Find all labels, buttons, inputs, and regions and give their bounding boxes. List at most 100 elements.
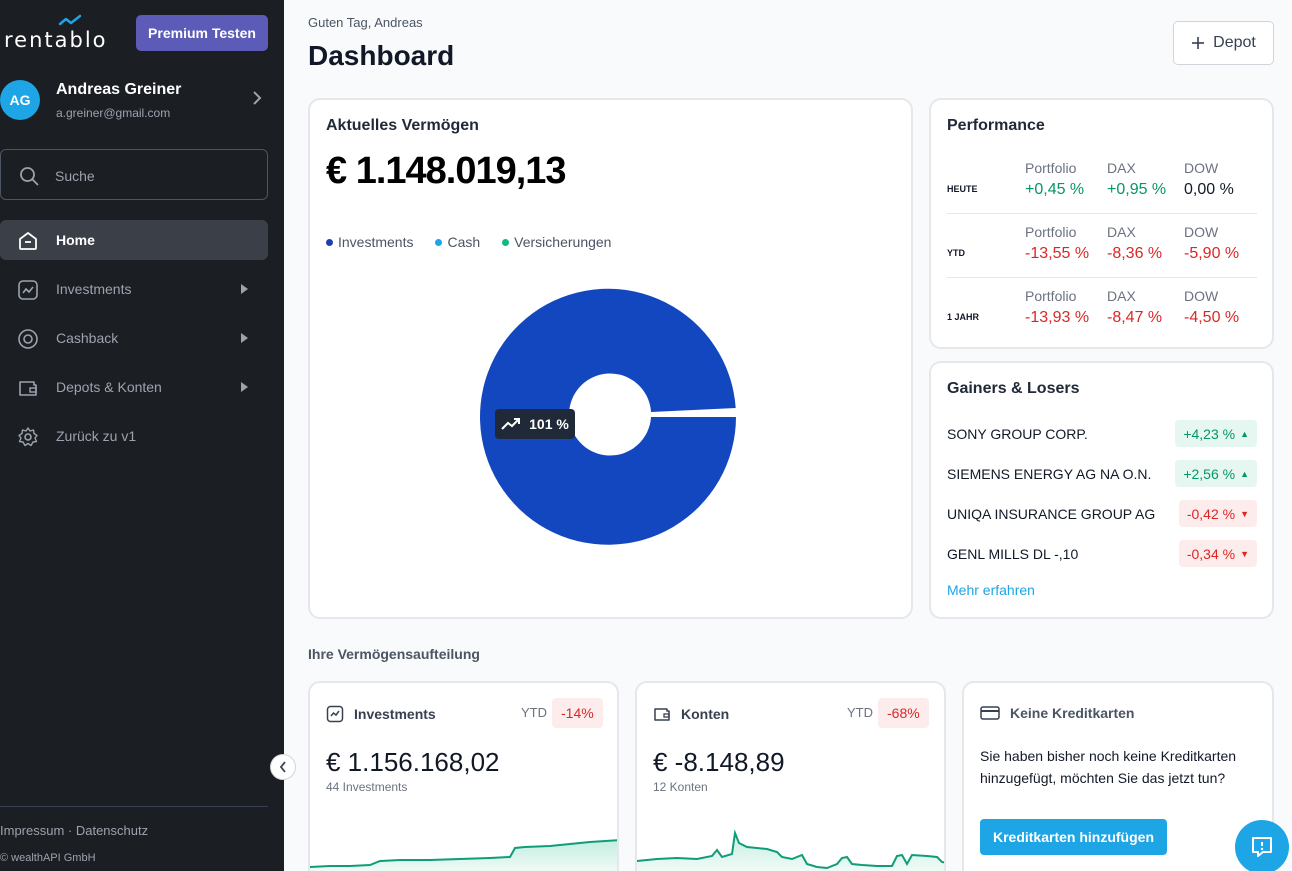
konten-sparkline bbox=[637, 829, 944, 871]
col-header: DAX bbox=[1107, 288, 1136, 304]
col-value: -13,55 % bbox=[1025, 245, 1090, 262]
col-header: DAX bbox=[1107, 160, 1136, 176]
col-value: +0,45 % bbox=[1025, 181, 1085, 198]
period-label: YTD bbox=[947, 248, 965, 258]
sidebar-item-investments[interactable]: Investments bbox=[0, 269, 268, 309]
divider bbox=[0, 806, 268, 807]
period-label: HEUTE bbox=[947, 184, 978, 194]
section-title: Ihre Vermögensaufteilung bbox=[308, 646, 480, 662]
chat-button[interactable] bbox=[1235, 820, 1289, 871]
kreditkarten-card: Keine Kreditkarten Sie haben bisher noch… bbox=[962, 681, 1274, 871]
change-value: -0,34 % bbox=[1186, 545, 1236, 562]
perf-col-dow: DOW -5,90 % bbox=[1184, 224, 1239, 263]
col-header: Portfolio bbox=[1025, 288, 1077, 304]
legend-item-versicherungen[interactable]: Versicherungen bbox=[502, 234, 611, 250]
legend-label: Versicherungen bbox=[514, 234, 612, 250]
vermoegen-card: Aktuelles Vermögen € 1.148.019,13 Invest… bbox=[308, 98, 913, 619]
add-kreditkarten-button[interactable]: Kreditkarten hinzufügen bbox=[980, 819, 1167, 855]
sidebar-item-home[interactable]: Home bbox=[0, 220, 268, 260]
add-depot-label: Depot bbox=[1213, 34, 1256, 51]
performance-card: Performance HEUTE Portfolio +0,45 % DAX +0… bbox=[929, 98, 1274, 349]
page-title: Dashboard bbox=[308, 40, 455, 71]
legend-item-investments[interactable]: Investments bbox=[326, 234, 413, 250]
sidebar-item-label: Home bbox=[56, 232, 95, 248]
performance-row: HEUTE Portfolio +0,45 % DAX +0,95 % DOW 0,0… bbox=[947, 150, 1257, 214]
rentablo-logo[interactable]: rentablo bbox=[4, 14, 106, 52]
sidebar-item-depots-konten[interactable]: Depots & Konten bbox=[0, 367, 268, 407]
premium-button[interactable]: Premium Testen bbox=[136, 15, 268, 51]
list-item[interactable]: SIEMENS ENERGY AG NA O.N. +2,56 % ▲ bbox=[947, 460, 1257, 488]
triangle-up-icon: ▲ bbox=[1240, 468, 1249, 479]
konten-summary-card[interactable]: Konten YTD -68% € -8.148,89 12 Konten bbox=[635, 681, 946, 871]
investments-sparkline bbox=[310, 839, 617, 871]
konten-value: € -8.148,89 bbox=[653, 747, 785, 777]
col-value: 0,00 % bbox=[1184, 181, 1234, 198]
add-depot-button[interactable]: Depot bbox=[1173, 21, 1274, 65]
ytd-badge: -68% bbox=[878, 698, 929, 728]
card-title: Gainers & Losers bbox=[947, 380, 1080, 397]
card-title: Investments bbox=[354, 706, 436, 722]
card-header: Investments bbox=[326, 705, 436, 723]
mehr-erfahren-link[interactable]: Mehr erfahren bbox=[947, 582, 1035, 598]
perf-col-portfolio: Portfolio +0,45 % bbox=[1025, 160, 1084, 199]
donut-segment-investments bbox=[480, 288, 736, 545]
list-item[interactable]: GENL MILLS DL -,10 -0,34 % ▼ bbox=[947, 540, 1257, 568]
footer-links[interactable]: Impressum · Datenschutz bbox=[0, 823, 149, 838]
search-icon bbox=[20, 167, 39, 186]
home-icon bbox=[19, 232, 37, 250]
investments-count: 44 Investments bbox=[326, 780, 408, 794]
collapse-sidebar-button[interactable] bbox=[270, 754, 296, 780]
gear-icon bbox=[18, 427, 38, 447]
ytd-label: YTD bbox=[847, 705, 873, 720]
col-value: -8,47 % bbox=[1107, 309, 1163, 326]
col-header: Portfolio bbox=[1025, 224, 1077, 240]
period-label: 1 JAHR bbox=[947, 312, 980, 322]
sidebar-item-zurueck-v1[interactable]: Zurück zu v1 bbox=[0, 416, 268, 456]
change-value: -0,42 % bbox=[1186, 505, 1236, 522]
col-header: DAX bbox=[1107, 224, 1136, 240]
change-badge: +4,23 % ▲ bbox=[1175, 420, 1257, 447]
col-value: -5,90 % bbox=[1184, 245, 1240, 262]
list-item[interactable]: SONY GROUP CORP. +4,23 % ▲ bbox=[947, 420, 1257, 448]
wealth-donut-chart[interactable] bbox=[480, 286, 742, 548]
sidebar-item-cashback[interactable]: Cashback bbox=[0, 318, 268, 358]
triangle-down-icon: ▼ bbox=[1240, 508, 1249, 519]
col-header: Portfolio bbox=[1025, 160, 1077, 176]
perf-col-dax: DAX -8,36 % bbox=[1107, 224, 1162, 263]
perf-col-portfolio: Portfolio -13,55 % bbox=[1025, 224, 1089, 263]
search-input[interactable]: Suche bbox=[0, 149, 268, 200]
sidebar: rentablo Premium Testen AG Andreas Grein… bbox=[0, 0, 284, 871]
logo-text: rentablo bbox=[4, 28, 108, 52]
credit-card-icon bbox=[980, 706, 1000, 720]
list-item[interactable]: UNIQA INSURANCE GROUP AG -0,42 % ▼ bbox=[947, 500, 1257, 528]
change-badge: -0,42 % ▼ bbox=[1178, 500, 1257, 527]
chart-legend: Investments Cash Versicherungen bbox=[326, 234, 611, 250]
chart-tooltip: 101 % bbox=[495, 409, 575, 439]
sidebar-item-label: Zurück zu v1 bbox=[56, 428, 137, 444]
caret-right-icon bbox=[241, 333, 248, 343]
card-title: Aktuelles Vermögen bbox=[326, 117, 479, 134]
card-header: Keine Kreditkarten bbox=[980, 705, 1134, 721]
investments-summary-card[interactable]: Investments YTD -14% € 1.156.168,02 44 I… bbox=[308, 681, 619, 871]
plus-icon bbox=[1192, 37, 1205, 49]
user-email: a.greiner@gmail.com bbox=[56, 106, 171, 120]
user-profile[interactable]: AG Andreas Greiner a.greiner@gmail.com bbox=[0, 78, 284, 122]
legend-item-cash[interactable]: Cash bbox=[435, 234, 480, 250]
col-value: -8,36 % bbox=[1107, 245, 1163, 262]
legend-label: Cash bbox=[447, 234, 481, 250]
kreditkarten-text: Sie haben bisher noch keine Kreditkarten… bbox=[980, 748, 1237, 786]
search-placeholder: Suche bbox=[55, 168, 95, 184]
perf-col-dax: DAX +0,95 % bbox=[1107, 160, 1166, 199]
investments-value: € 1.156.168,02 bbox=[326, 747, 500, 777]
col-header: DOW bbox=[1184, 224, 1219, 240]
change-badge: -0,34 % ▼ bbox=[1178, 540, 1257, 567]
col-header: DOW bbox=[1184, 160, 1219, 176]
avatar: AG bbox=[0, 80, 40, 120]
legend-dot bbox=[326, 239, 333, 246]
perf-col-dax: DAX -8,47 % bbox=[1107, 288, 1162, 327]
wallet-icon bbox=[19, 381, 37, 396]
perf-col-dow: DOW 0,00 % bbox=[1184, 160, 1234, 199]
performance-row: YTD Portfolio -13,55 % DAX -8,36 % DOW -5,9… bbox=[947, 214, 1257, 278]
stock-name: SIEMENS ENERGY AG NA O.N. bbox=[947, 466, 1152, 482]
chart-line-icon bbox=[18, 280, 38, 300]
